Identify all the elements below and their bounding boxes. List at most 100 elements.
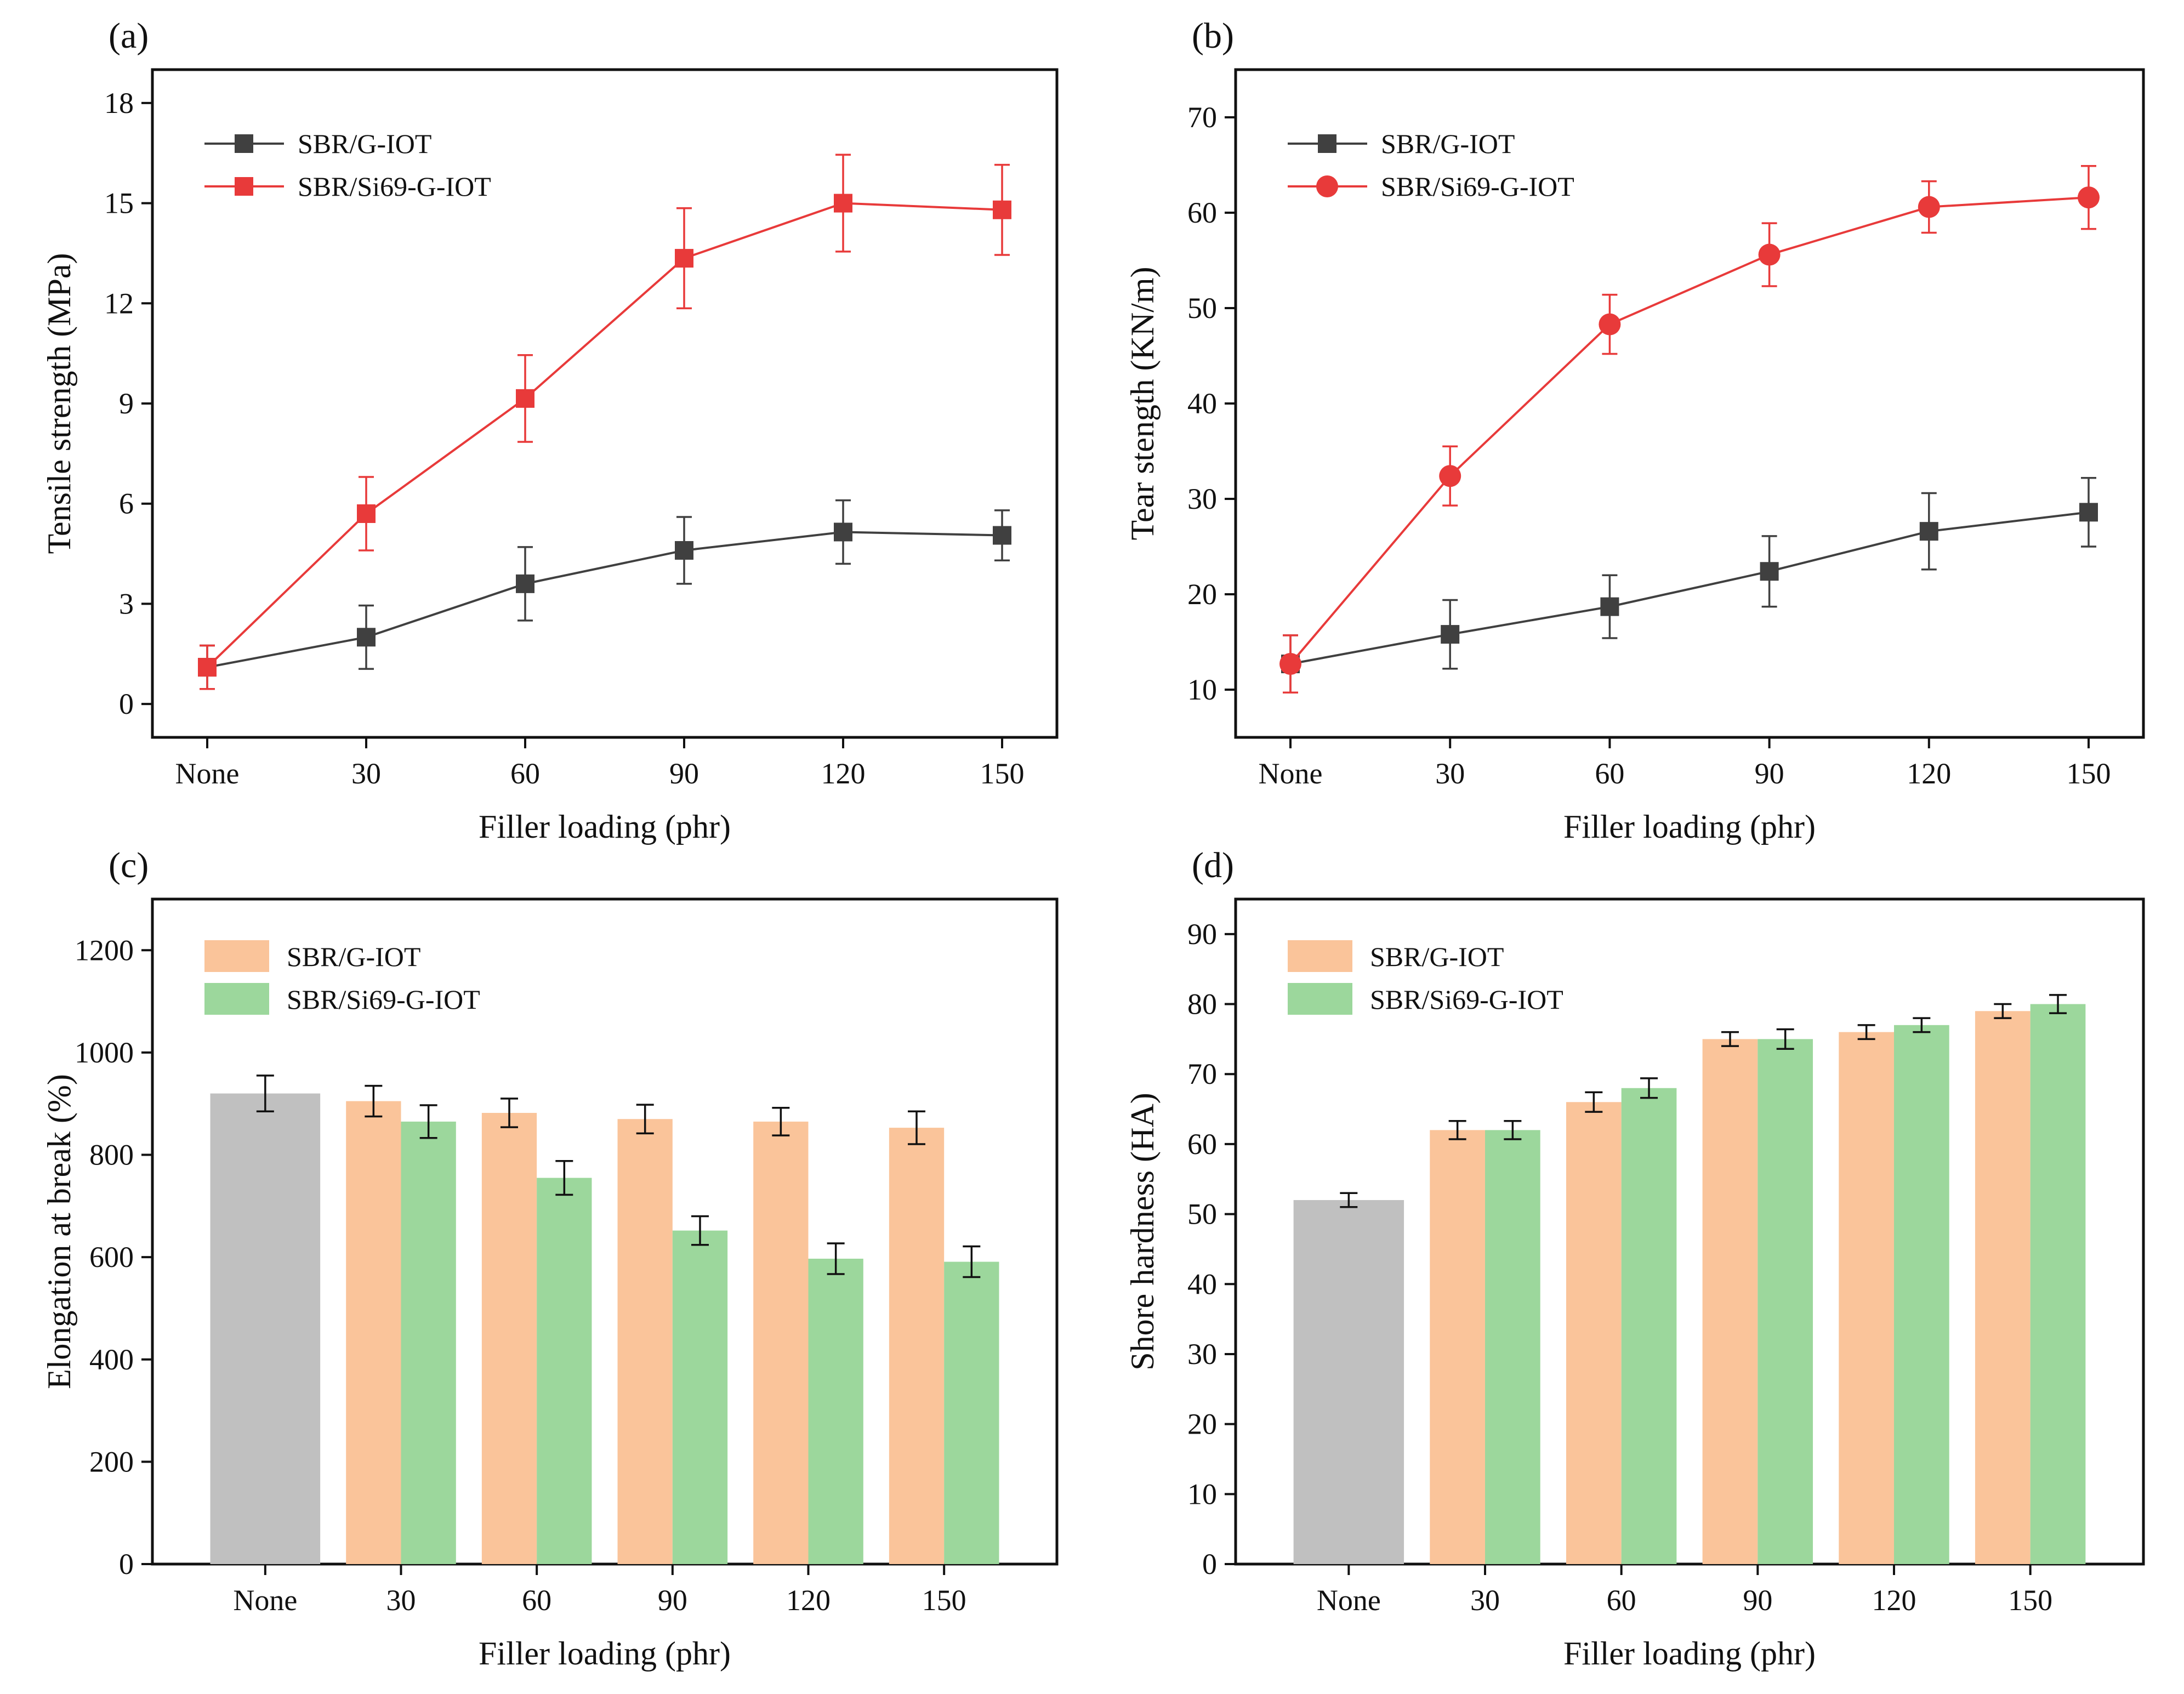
y-tick-label: 12 bbox=[104, 287, 134, 320]
panel-d: 0 10 20 30 40 50 60 70 80 90 None 30 60 90 120 150 Fille… bbox=[1124, 845, 2145, 1672]
y-tick-label: 9 bbox=[119, 387, 134, 420]
x-tick-label: 120 bbox=[821, 757, 866, 790]
plot-frame bbox=[151, 68, 1059, 739]
y-tick-label: 600 bbox=[89, 1241, 134, 1274]
y-tick-label: 40 bbox=[1187, 1267, 1217, 1300]
data-point-sbr-si69-g-iot bbox=[357, 504, 376, 523]
bar-sbr-si69-g-iot bbox=[2030, 1004, 2086, 1564]
y-axis-title: Elongation at break (%) bbox=[41, 1074, 77, 1389]
x-tick-label: None bbox=[175, 757, 240, 790]
y-tick-label: 400 bbox=[89, 1343, 134, 1376]
x-tick-label: 90 bbox=[658, 1584, 687, 1617]
x-tick-label: 150 bbox=[980, 757, 1025, 790]
x-axis-title: Filler loading (phr) bbox=[479, 1635, 731, 1672]
bar-sbr-si69-g-iot bbox=[1621, 1088, 1677, 1564]
bar-sbr-g-iot bbox=[1430, 1130, 1485, 1564]
legend-marker bbox=[235, 177, 253, 196]
bar-sbr-si69-g-iot bbox=[537, 1178, 592, 1564]
bar-sbr-si69-g-iot bbox=[1485, 1130, 1540, 1564]
bar-sbr-g-iot bbox=[1975, 1011, 2031, 1564]
legend-label: SBR/G-IOT bbox=[1370, 941, 1504, 972]
data-point-sbr-g-iot bbox=[1441, 625, 1460, 644]
legend-label: SBR/G-IOT bbox=[298, 128, 431, 159]
x-tick-label: 150 bbox=[922, 1584, 966, 1617]
y-tick-label: 18 bbox=[104, 87, 134, 120]
panel-label: (a) bbox=[109, 16, 149, 56]
legend-label: SBR/Si69-G-IOT bbox=[298, 171, 491, 202]
legend-marker bbox=[1318, 134, 1336, 153]
data-point-sbr-si69-g-iot bbox=[993, 200, 1011, 219]
bar-sbr-g-iot bbox=[1702, 1039, 1758, 1564]
data-point-sbr-g-iot bbox=[1600, 597, 1619, 616]
y-tick-label: 60 bbox=[1187, 1128, 1217, 1161]
legend-marker bbox=[235, 134, 253, 153]
y-tick-label: 20 bbox=[1187, 1408, 1217, 1441]
x-axis-title: Filler loading (phr) bbox=[1563, 809, 1816, 845]
x-tick-label: 150 bbox=[2067, 757, 2111, 790]
x-axis-title: Filler loading (phr) bbox=[479, 809, 731, 845]
panel-label: (d) bbox=[1192, 845, 1234, 885]
legend-label: SBR/Si69-G-IOT bbox=[1381, 171, 1574, 202]
bar-sbr-g-iot bbox=[1566, 1102, 1622, 1564]
panel-c: 0 200 400 600 800 1000 1200 None 30 60 90 120 150 Fil… bbox=[41, 845, 1059, 1672]
x-tick-label: None bbox=[233, 1584, 297, 1617]
data-point-sbr-g-iot bbox=[1919, 522, 1938, 541]
legend-swatch bbox=[204, 940, 269, 972]
x-tick-label: 120 bbox=[786, 1584, 831, 1617]
x-tick-label: 90 bbox=[1743, 1584, 1772, 1617]
bar-sbr-g-iot bbox=[1839, 1032, 1894, 1564]
y-axis-title: Tensile strength (MPa) bbox=[41, 253, 77, 554]
x-tick-label: 90 bbox=[669, 757, 699, 790]
y-tick-label: 70 bbox=[1187, 1058, 1217, 1090]
bar-sbr-g-iot bbox=[889, 1128, 945, 1564]
bar-sbr-g-iot bbox=[346, 1101, 401, 1564]
y-tick-label: 6 bbox=[119, 487, 134, 520]
bar-sbr-si69-g-iot bbox=[672, 1230, 728, 1564]
x-tick-label: 60 bbox=[510, 757, 540, 790]
series-line-sbr-g-iot bbox=[1290, 511, 2089, 665]
x-tick-label: 30 bbox=[351, 757, 381, 790]
y-tick-label: 70 bbox=[1187, 101, 1217, 134]
x-tick-label: None bbox=[1317, 1584, 1381, 1617]
legend-label: SBR/G-IOT bbox=[1381, 128, 1515, 159]
x-tick-label: 90 bbox=[1755, 757, 1784, 790]
y-tick-label: 30 bbox=[1187, 1338, 1217, 1371]
data-point-sbr-g-iot bbox=[675, 541, 693, 560]
x-tick-label: 30 bbox=[1435, 757, 1465, 790]
data-point-sbr-si69-g-iot bbox=[1279, 653, 1301, 675]
bar-sbr-g-iot bbox=[753, 1121, 809, 1564]
y-tick-label: 30 bbox=[1187, 482, 1217, 515]
data-point-sbr-si69-g-iot bbox=[1758, 243, 1781, 266]
data-point-sbr-si69-g-iot bbox=[1918, 196, 1940, 218]
bar-sbr-si69-g-iot bbox=[1758, 1039, 1813, 1564]
series-line-sbr-g-iot bbox=[207, 531, 1003, 669]
data-point-sbr-si69-g-iot bbox=[516, 389, 534, 408]
legend-marker bbox=[1316, 175, 1338, 197]
y-axis-title: Shore hardness (HA) bbox=[1124, 1093, 1161, 1371]
series-line-sbr-si69-g-iot bbox=[1289, 196, 2089, 665]
y-tick-label: 40 bbox=[1187, 387, 1217, 420]
x-tick-label: 120 bbox=[1907, 757, 1951, 790]
series-line-sbr-si69-g-iot bbox=[206, 202, 1003, 668]
plot-frame bbox=[1234, 68, 2145, 739]
plot-frame bbox=[1234, 897, 2145, 1566]
legend-swatch bbox=[1288, 940, 1352, 972]
y-tick-label: 200 bbox=[89, 1445, 134, 1478]
legend-label: SBR/Si69-G-IOT bbox=[1370, 984, 1563, 1015]
data-point-sbr-si69-g-iot bbox=[1599, 313, 1621, 336]
bar-sbr-si69-g-iot bbox=[944, 1261, 999, 1564]
x-tick-label: None bbox=[1259, 757, 1323, 790]
x-tick-label: 60 bbox=[1607, 1584, 1636, 1617]
data-point-sbr-g-iot bbox=[357, 628, 376, 647]
y-tick-label: 1200 bbox=[75, 934, 134, 967]
data-point-sbr-g-iot bbox=[993, 526, 1011, 545]
legend-label: SBR/G-IOT bbox=[287, 941, 420, 972]
y-tick-label: 15 bbox=[104, 187, 134, 220]
y-tick-label: 10 bbox=[1187, 673, 1217, 706]
bar-sbr-si69-g-iot bbox=[401, 1121, 456, 1564]
y-tick-label: 20 bbox=[1187, 578, 1217, 611]
y-tick-label: 60 bbox=[1187, 196, 1217, 229]
y-tick-label: 50 bbox=[1187, 292, 1217, 325]
x-tick-label: 60 bbox=[1595, 757, 1624, 790]
x-tick-label: 120 bbox=[1872, 1584, 1916, 1617]
